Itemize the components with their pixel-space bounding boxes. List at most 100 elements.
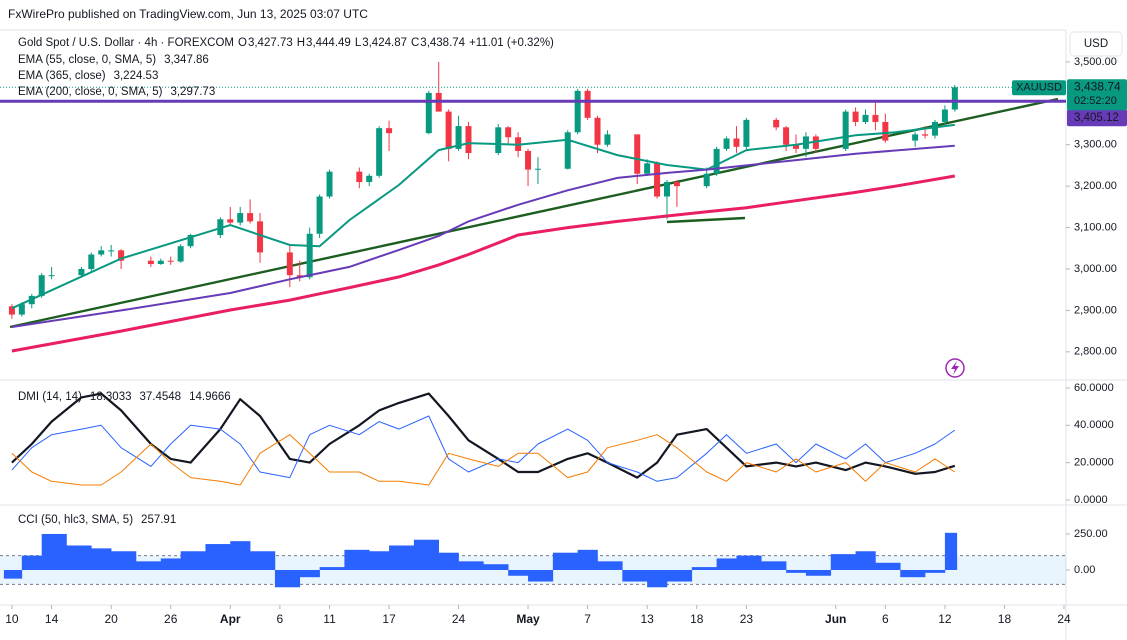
candle-body <box>941 109 948 122</box>
cci-bar <box>319 567 345 570</box>
cci-bar <box>900 569 926 578</box>
cci-bar <box>577 549 598 570</box>
cci-bar <box>205 544 231 570</box>
legend-value: 3,297.73 <box>170 86 215 98</box>
y-tick-label: 3,000.00 <box>1074 263 1117 275</box>
cci-bar <box>111 551 137 570</box>
x-tick-label: 12 <box>938 612 952 626</box>
candle-body <box>634 134 641 174</box>
y-tick-label: 250.00 <box>1074 528 1108 540</box>
cci-bar <box>761 561 787 570</box>
candle-body <box>465 126 472 154</box>
cci-bar <box>3 569 23 579</box>
cci-bar <box>552 552 578 570</box>
cci-bar <box>344 549 370 570</box>
candle-body <box>167 260 174 262</box>
cci-bar <box>875 562 901 570</box>
x-tick-label: Apr <box>220 612 241 626</box>
x-tick-label: 24 <box>1057 612 1071 626</box>
candle-body <box>654 163 661 197</box>
x-tick-label: 18 <box>998 612 1012 626</box>
candle-body <box>663 182 670 197</box>
indicator-line <box>11 434 956 486</box>
ohlc-value: 3,444.49 <box>306 37 351 49</box>
candle-body <box>356 171 363 183</box>
legend-name: EMA (200, close, 0, SMA, 5) <box>18 86 163 98</box>
cci-bar <box>830 554 856 570</box>
candle-body <box>118 250 125 261</box>
candle-body <box>376 128 383 176</box>
x-tick-label: 26 <box>164 612 178 626</box>
candle-body <box>525 150 532 170</box>
cci-bar <box>528 569 554 582</box>
cci-bar <box>180 551 206 570</box>
candle-body <box>8 306 15 315</box>
legend-name: EMA (365, close) <box>18 70 106 82</box>
x-tick-label: 11 <box>323 612 336 626</box>
y-tick-label: 3,500.00 <box>1074 56 1117 68</box>
cci-bar <box>250 551 276 570</box>
publisher-note: FxWirePro published on TradingView.com, … <box>8 7 368 21</box>
candle-body <box>48 275 55 277</box>
cci-bar <box>786 569 807 573</box>
cci-bar <box>508 569 529 576</box>
y-tick-label: 0.00 <box>1074 564 1095 576</box>
y-tick-label: 3,200.00 <box>1074 180 1117 192</box>
cci-bar <box>597 561 623 570</box>
cci-bar <box>91 548 112 570</box>
candle-body <box>882 121 889 141</box>
y-tick-label: 20.0000 <box>1074 457 1114 469</box>
candle-body <box>187 235 194 247</box>
candle-body <box>495 127 502 154</box>
candle-body <box>237 213 244 223</box>
candle-body <box>812 136 819 149</box>
candle-body <box>743 119 750 147</box>
x-tick-label: 14 <box>45 612 59 626</box>
y-tick-label: 3,300.00 <box>1074 139 1117 151</box>
legend-value: 18.3033 <box>90 391 132 403</box>
candle-body <box>157 260 164 265</box>
cci-bar <box>483 564 509 570</box>
alert-icon[interactable] <box>945 358 965 378</box>
legend-value: 3,224.53 <box>114 70 159 82</box>
x-tick-label: 17 <box>382 612 396 626</box>
cci-bar <box>135 561 162 570</box>
symbol-tag: XAUUSD <box>1016 82 1062 94</box>
cci-bar <box>21 555 42 570</box>
candle-body <box>713 148 720 174</box>
currency-button[interactable] <box>1069 31 1123 57</box>
cci-bar <box>855 551 876 570</box>
last-price-bg <box>1067 79 1127 111</box>
x-tick-label: 7 <box>584 612 591 626</box>
legend-value: 37.4548 <box>140 391 182 403</box>
pane: 2,800.00 2,900.00 3,000.00 3,100.00 3,200.00… <box>1012 56 1127 358</box>
candle-body <box>793 144 800 149</box>
legend-value: 257.91 <box>141 514 176 526</box>
x-tick-label: 20 <box>104 612 118 626</box>
x-tick-label: 23 <box>740 612 754 626</box>
legend-value: 3,347.86 <box>164 54 209 66</box>
candle-body <box>842 111 849 149</box>
candle-body <box>147 260 154 265</box>
candle-body <box>326 171 333 197</box>
candle-body <box>316 196 323 234</box>
level-label: 3,405.12 <box>1074 112 1119 124</box>
indicator-title: CCI (50, hlc3, SMA, 5) <box>18 514 133 526</box>
candle-body <box>177 246 184 262</box>
x-tick-label: 18 <box>690 612 704 626</box>
candle-body <box>18 304 25 315</box>
y-tick-label: 40.0000 <box>1074 419 1114 431</box>
change-label: +11.01 (+0.32%) <box>469 37 554 49</box>
candle-body <box>88 254 95 269</box>
cci-bar <box>736 555 762 570</box>
candle-body <box>455 126 462 149</box>
x-tick-label: 6 <box>277 612 284 626</box>
chart-title: Gold Spot / U.S. Dollar · 4h · FOREXCOM <box>18 37 234 49</box>
cci-bar <box>413 539 440 570</box>
candle-body <box>108 250 115 252</box>
ohlc-key: H <box>297 37 305 49</box>
candle-body <box>534 168 541 170</box>
ohlc-value: 3,424.87 <box>362 37 407 49</box>
